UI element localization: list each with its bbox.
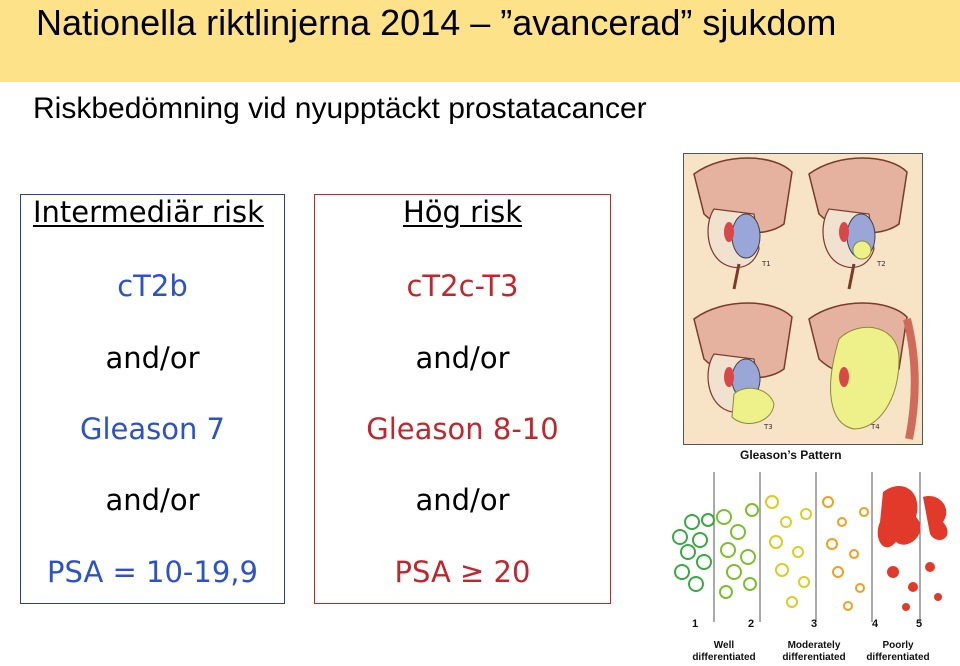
gleason-poorly-label: Poorly differentiated <box>866 640 930 663</box>
gleason-number-2: 2 <box>748 618 755 630</box>
high-risk-header: Hög risk <box>402 195 523 229</box>
gleason-moderately-label: Moderately differentiated <box>782 640 846 663</box>
intermediate-and-or-2: and/or <box>105 483 200 517</box>
stage-label-t3: T3 <box>763 423 773 431</box>
gleason-pattern-drawing <box>672 472 948 622</box>
intermediate-gleason: Gleason 7 <box>79 412 226 446</box>
stage-label-t4: T4 <box>870 423 880 431</box>
high-stage: cT2c-T3 <box>406 269 519 303</box>
gleason-number-4: 4 <box>872 618 879 630</box>
stage-panel-t1: T1 <box>693 157 793 290</box>
stage-label-t1: T1 <box>761 260 771 268</box>
gleason-well-label: Well differentiated <box>692 640 756 663</box>
intermediate-and-or-1: and/or <box>105 341 200 375</box>
slide-subtitle: Riskbedömning vid nyupptäckt prostatacan… <box>33 92 647 125</box>
slide-title: Nationella riktlinjerna 2014 – ”avancera… <box>36 2 837 43</box>
gleason-number-1: 1 <box>692 618 699 630</box>
gleason-number-3: 3 <box>811 618 818 630</box>
stage-label-t2: T2 <box>876 260 886 268</box>
high-risk-box: Hög risk cT2c-T3 and/or Gleason 8-10 and… <box>314 194 611 604</box>
gleason-pattern-title: Gleason’s Pattern <box>740 448 842 462</box>
stage-panel-t4: T4 <box>808 302 919 440</box>
stage-panel-t3: T3 <box>693 302 793 431</box>
high-and-or-2: and/or <box>415 483 510 517</box>
title-bar <box>0 0 960 82</box>
intermediate-psa: PSA = 10-19,9 <box>47 555 258 589</box>
tumor-stage-drawing: T1 T2 T3 T4 <box>693 157 919 440</box>
intermediate-risk-box: Intermediär risk cT2b and/or Gleason 7 a… <box>20 194 285 604</box>
high-gleason: Gleason 8-10 <box>366 412 559 446</box>
intermediate-stage: cT2b <box>117 269 188 303</box>
tumor-stage-illustration: T1 T2 T3 T4 <box>683 153 923 445</box>
intermediate-risk-header: Intermediär risk <box>33 195 264 229</box>
stage-panel-t2: T2 <box>808 157 908 290</box>
high-psa: PSA ≥ 20 <box>394 555 531 589</box>
gleason-pattern-figure: Gleason’s Pattern <box>668 444 960 666</box>
gleason-number-5: 5 <box>916 618 923 630</box>
high-and-or-1: and/or <box>415 341 510 375</box>
